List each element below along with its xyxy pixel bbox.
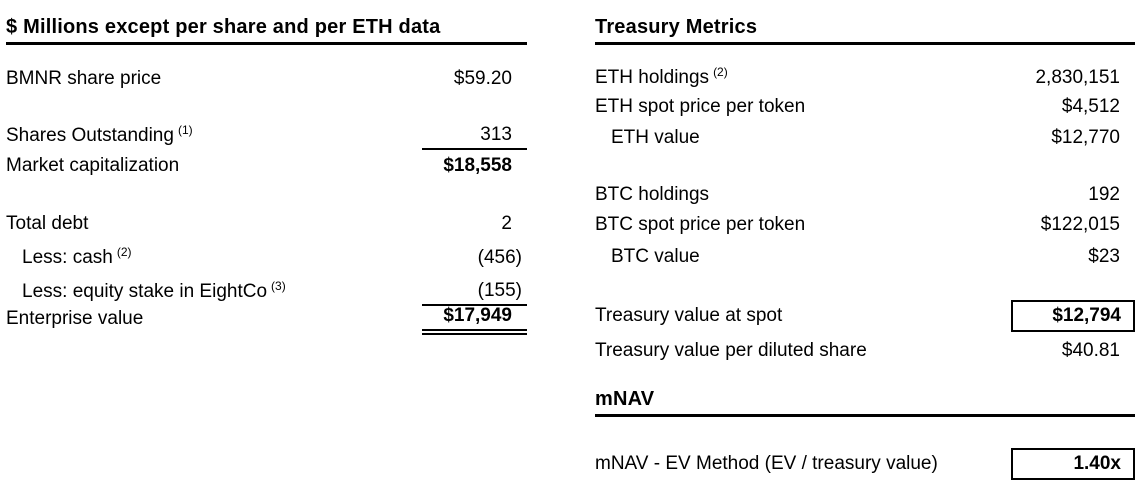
enterprise-value-label: Enterprise value	[6, 308, 144, 329]
row-bmnr-share-price: BMNR share price $59.20	[6, 66, 527, 92]
less-cash-value: (456)	[477, 247, 522, 268]
row-total-debt: Total debt 2	[6, 211, 527, 237]
mnav-ev-method-label: mNAV - EV Method (EV / treasury value)	[595, 453, 938, 474]
treasury-value-per-diluted-share-label: Treasury value per diluted share	[595, 340, 867, 361]
row-less-cash: Less: cash (2) (456)	[6, 245, 527, 271]
eth-holdings-value: 2,830,151	[1035, 67, 1120, 88]
row-shares-outstanding: Shares Outstanding (1) 313	[6, 122, 527, 150]
treasury-metrics-header: Treasury Metrics	[595, 14, 1135, 45]
less-cash-label-text: Less: cash	[22, 247, 113, 268]
bmnr-share-price-label: BMNR share price	[6, 68, 162, 89]
eth-spot-price-label: ETH spot price per token	[595, 96, 806, 117]
row-mnav-ev-method: mNAV - EV Method (EV / treasury value) 1…	[595, 448, 1135, 480]
footnote-1-marker: (1)	[177, 122, 193, 137]
shares-outstanding-label-text: Shares Outstanding	[6, 125, 174, 146]
valuation-table-header: $ Millions except per share and per ETH …	[6, 14, 527, 45]
mnav-header: mNAV	[595, 386, 1135, 417]
less-equity-stake-value: (155)	[422, 278, 527, 306]
row-btc-spot-price: BTC spot price per token $122,015	[595, 212, 1135, 238]
bmnr-share-price-value: $59.20	[453, 68, 512, 89]
total-debt-value: 2	[501, 213, 512, 234]
row-eth-value: ETH value $12,770	[595, 125, 1135, 151]
btc-value-label: BTC value	[611, 246, 700, 267]
eth-spot-price-value: $4,512	[1061, 96, 1120, 117]
btc-spot-price-value: $122,015	[1040, 214, 1120, 235]
treasury-value-at-spot-label: Treasury value at spot	[595, 305, 783, 326]
footnote-2-marker: (2)	[116, 244, 132, 259]
footnote-2-marker-eth: (2)	[713, 64, 728, 79]
footnote-3-marker: (3)	[271, 278, 286, 293]
enterprise-value-value: $17,949	[422, 303, 527, 335]
btc-holdings-value: 192	[1088, 184, 1120, 205]
row-eth-holdings: ETH holdings (2) 2,830,151	[595, 65, 1135, 91]
market-capitalization-label: Market capitalization	[6, 155, 180, 176]
less-equity-stake-label: Less: equity stake in EightCo (3)	[6, 279, 422, 305]
treasury-value-at-spot-value: $12,794	[1011, 300, 1135, 332]
row-less-equity-stake: Less: equity stake in EightCo (3) (155)	[6, 278, 527, 306]
eth-holdings-label-text: ETH holdings	[595, 67, 710, 88]
treasury-value-per-diluted-share-value: $40.81	[1061, 340, 1120, 361]
row-btc-value: BTC value $23	[595, 244, 1135, 270]
less-equity-stake-label-text: Less: equity stake in EightCo	[22, 281, 268, 302]
total-debt-label: Total debt	[6, 213, 89, 234]
eth-value-label: ETH value	[611, 127, 700, 148]
shares-outstanding-label: Shares Outstanding (1)	[6, 123, 422, 149]
market-capitalization-value: $18,558	[443, 155, 512, 176]
btc-spot-price-label: BTC spot price per token	[595, 214, 806, 235]
shares-outstanding-value: 313	[422, 122, 527, 150]
mnav-ev-method-value: 1.40x	[1011, 448, 1135, 480]
eth-holdings-label: ETH holdings (2)	[595, 65, 1005, 91]
eth-value-value: $12,770	[1051, 127, 1120, 148]
row-btc-holdings: BTC holdings 192	[595, 182, 1135, 208]
btc-value-value: $23	[1088, 246, 1120, 267]
less-cash-label: Less: cash (2)	[6, 245, 422, 271]
row-enterprise-value: Enterprise value $17,949	[6, 303, 527, 335]
row-eth-spot-price: ETH spot price per token $4,512	[595, 94, 1135, 120]
row-market-capitalization: Market capitalization $18,558	[6, 153, 527, 179]
row-treasury-value-per-diluted-share: Treasury value per diluted share $40.81	[595, 338, 1135, 364]
row-treasury-value-at-spot: Treasury value at spot $12,794	[595, 300, 1135, 332]
btc-holdings-label: BTC holdings	[595, 184, 710, 205]
